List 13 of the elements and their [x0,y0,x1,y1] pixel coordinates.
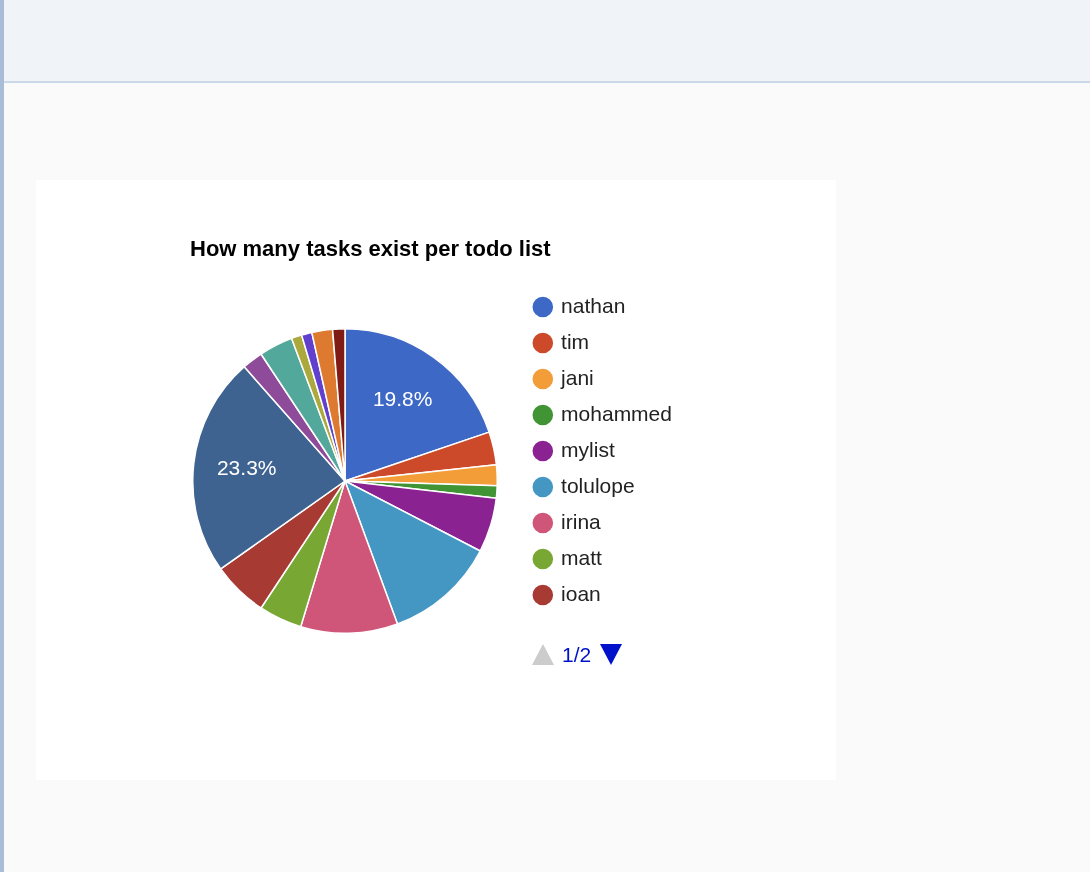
data-label: 23.3% [216,456,277,480]
legend-label: nathan [561,293,626,317]
legend-label: mylist [561,437,615,461]
legend-label: matt [561,545,603,569]
legend-label: irina [561,509,602,533]
legend-label: jani [560,365,594,389]
legend-label: tolulope [561,473,635,497]
legend-label: mohammed [561,401,672,425]
text: 1/2 [562,643,592,667]
data-label: 19.8% [372,387,433,411]
legend-label: ioan [561,581,601,605]
chart-title: How many tasks exist per todo list [190,236,552,262]
legend-label: tim [561,329,590,353]
